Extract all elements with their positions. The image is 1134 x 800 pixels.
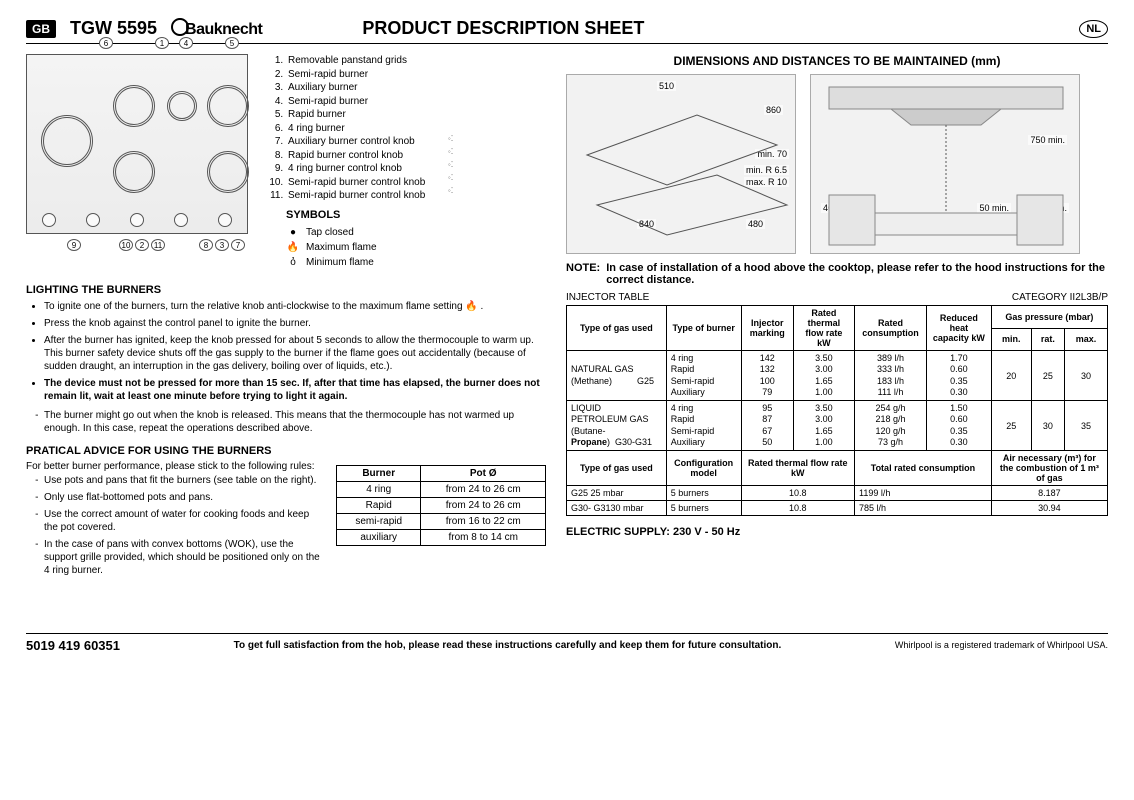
part-item: Rapid burner control knob (286, 149, 425, 163)
trademark: Whirlpool is a registered trademark of W… (895, 640, 1108, 650)
part-item: Auxiliary burner (286, 81, 425, 95)
footer-note: To get full satisfaction from the hob, p… (120, 640, 895, 651)
dimensions-heading: DIMENSIONS AND DISTANCES TO BE MAINTAINE… (566, 54, 1108, 68)
flame-icon: 🔥 (286, 240, 300, 255)
part-item: Removable panstand grids (286, 54, 425, 68)
region-badge: GB (26, 20, 56, 38)
hood-note: NOTE: In case of installation of a hood … (566, 262, 1108, 286)
left-column: 6 1 4 5 9 10 2 11 8 3 7 Removable pansta… (26, 54, 546, 583)
hob-diagram: 6 1 4 5 9 10 2 11 8 3 7 (26, 54, 248, 234)
model-number: TGW 5595 (70, 18, 157, 39)
injector-table-header: INJECTOR TABLE CATEGORY II2L3B/P (566, 292, 1108, 303)
cutout-diagram: 510 860 840 480 min. 70 min. R 6.5 max. … (566, 74, 796, 254)
lighting-item: To ignite one of the burners, turn the r… (44, 300, 546, 313)
parts-list: Removable panstand grids Semi-rapid burn… (264, 54, 425, 270)
advice-item: Use pots and pans that fit the burners (… (44, 474, 322, 487)
lang-badge: NL (1079, 20, 1108, 38)
part-item: Rapid burner (286, 108, 425, 122)
advice-item: In the case of pans with convex bottoms … (44, 538, 322, 577)
page-title: PRODUCT DESCRIPTION SHEET (362, 18, 644, 39)
injector-table: Type of gas used Type of burner Injector… (566, 305, 1108, 516)
brand-logo: Bauknecht (171, 18, 262, 39)
advice-item: Use the correct amount of water for cook… (44, 508, 322, 534)
dot-icon: ● (286, 225, 300, 240)
advice-list: Use pots and pans that fit the burners (… (44, 474, 322, 577)
symbols-heading: SYMBOLS (286, 209, 425, 221)
flame-small-icon: ỏ (286, 255, 300, 270)
symbol-min-flame: ỏMinimum flame (286, 255, 425, 270)
lighting-bullets: To ignite one of the burners, turn the r… (44, 300, 546, 403)
lighting-note: The burner might go out when the knob is… (44, 409, 546, 435)
advice-intro: For better burner performance, please st… (26, 461, 322, 472)
lighting-item: The device must not be pressed for more … (44, 377, 546, 403)
lighting-item: After the burner has ignited, keep the k… (44, 334, 546, 373)
advice-item: Only use flat-bottomed pots and pans. (44, 491, 322, 504)
part-item: 4 ring burner control knob (286, 162, 425, 176)
part-item: Semi-rapid burner control knob (286, 189, 425, 203)
electric-supply: ELECTRIC SUPPLY: 230 V - 50 Hz (566, 526, 1108, 538)
part-item: Semi-rapid burner (286, 95, 425, 109)
right-column: DIMENSIONS AND DISTANCES TO BE MAINTAINE… (566, 54, 1108, 583)
part-item: Semi-rapid burner control knob (286, 176, 425, 190)
lighting-heading: LIGHTING THE BURNERS (26, 284, 546, 296)
lighting-notes: The burner might go out when the knob is… (44, 409, 546, 435)
footer: 5019 419 60351 To get full satisfaction … (26, 633, 1108, 653)
knob-markings-icon: ◦⁚◦⁚◦⁚◦⁚◦⁚ (448, 132, 453, 197)
advice-heading: PRATICAL ADVICE FOR USING THE BURNERS (26, 445, 546, 457)
lighting-item: Press the knob against the control panel… (44, 317, 546, 330)
part-item: Auxiliary burner control knob (286, 135, 425, 149)
doc-code: 5019 419 60351 (26, 638, 120, 653)
installation-diagram: 750 min. 400 min. 400 min. 50 min. 100 (810, 74, 1080, 254)
part-item: Semi-rapid burner (286, 68, 425, 82)
pot-table: BurnerPot Ø 4 ringfrom 24 to 26 cm Rapid… (336, 465, 546, 546)
symbol-max-flame: 🔥Maximum flame (286, 240, 425, 255)
part-item: 4 ring burner (286, 122, 425, 136)
symbol-tap-closed: ●Tap closed (286, 225, 425, 240)
